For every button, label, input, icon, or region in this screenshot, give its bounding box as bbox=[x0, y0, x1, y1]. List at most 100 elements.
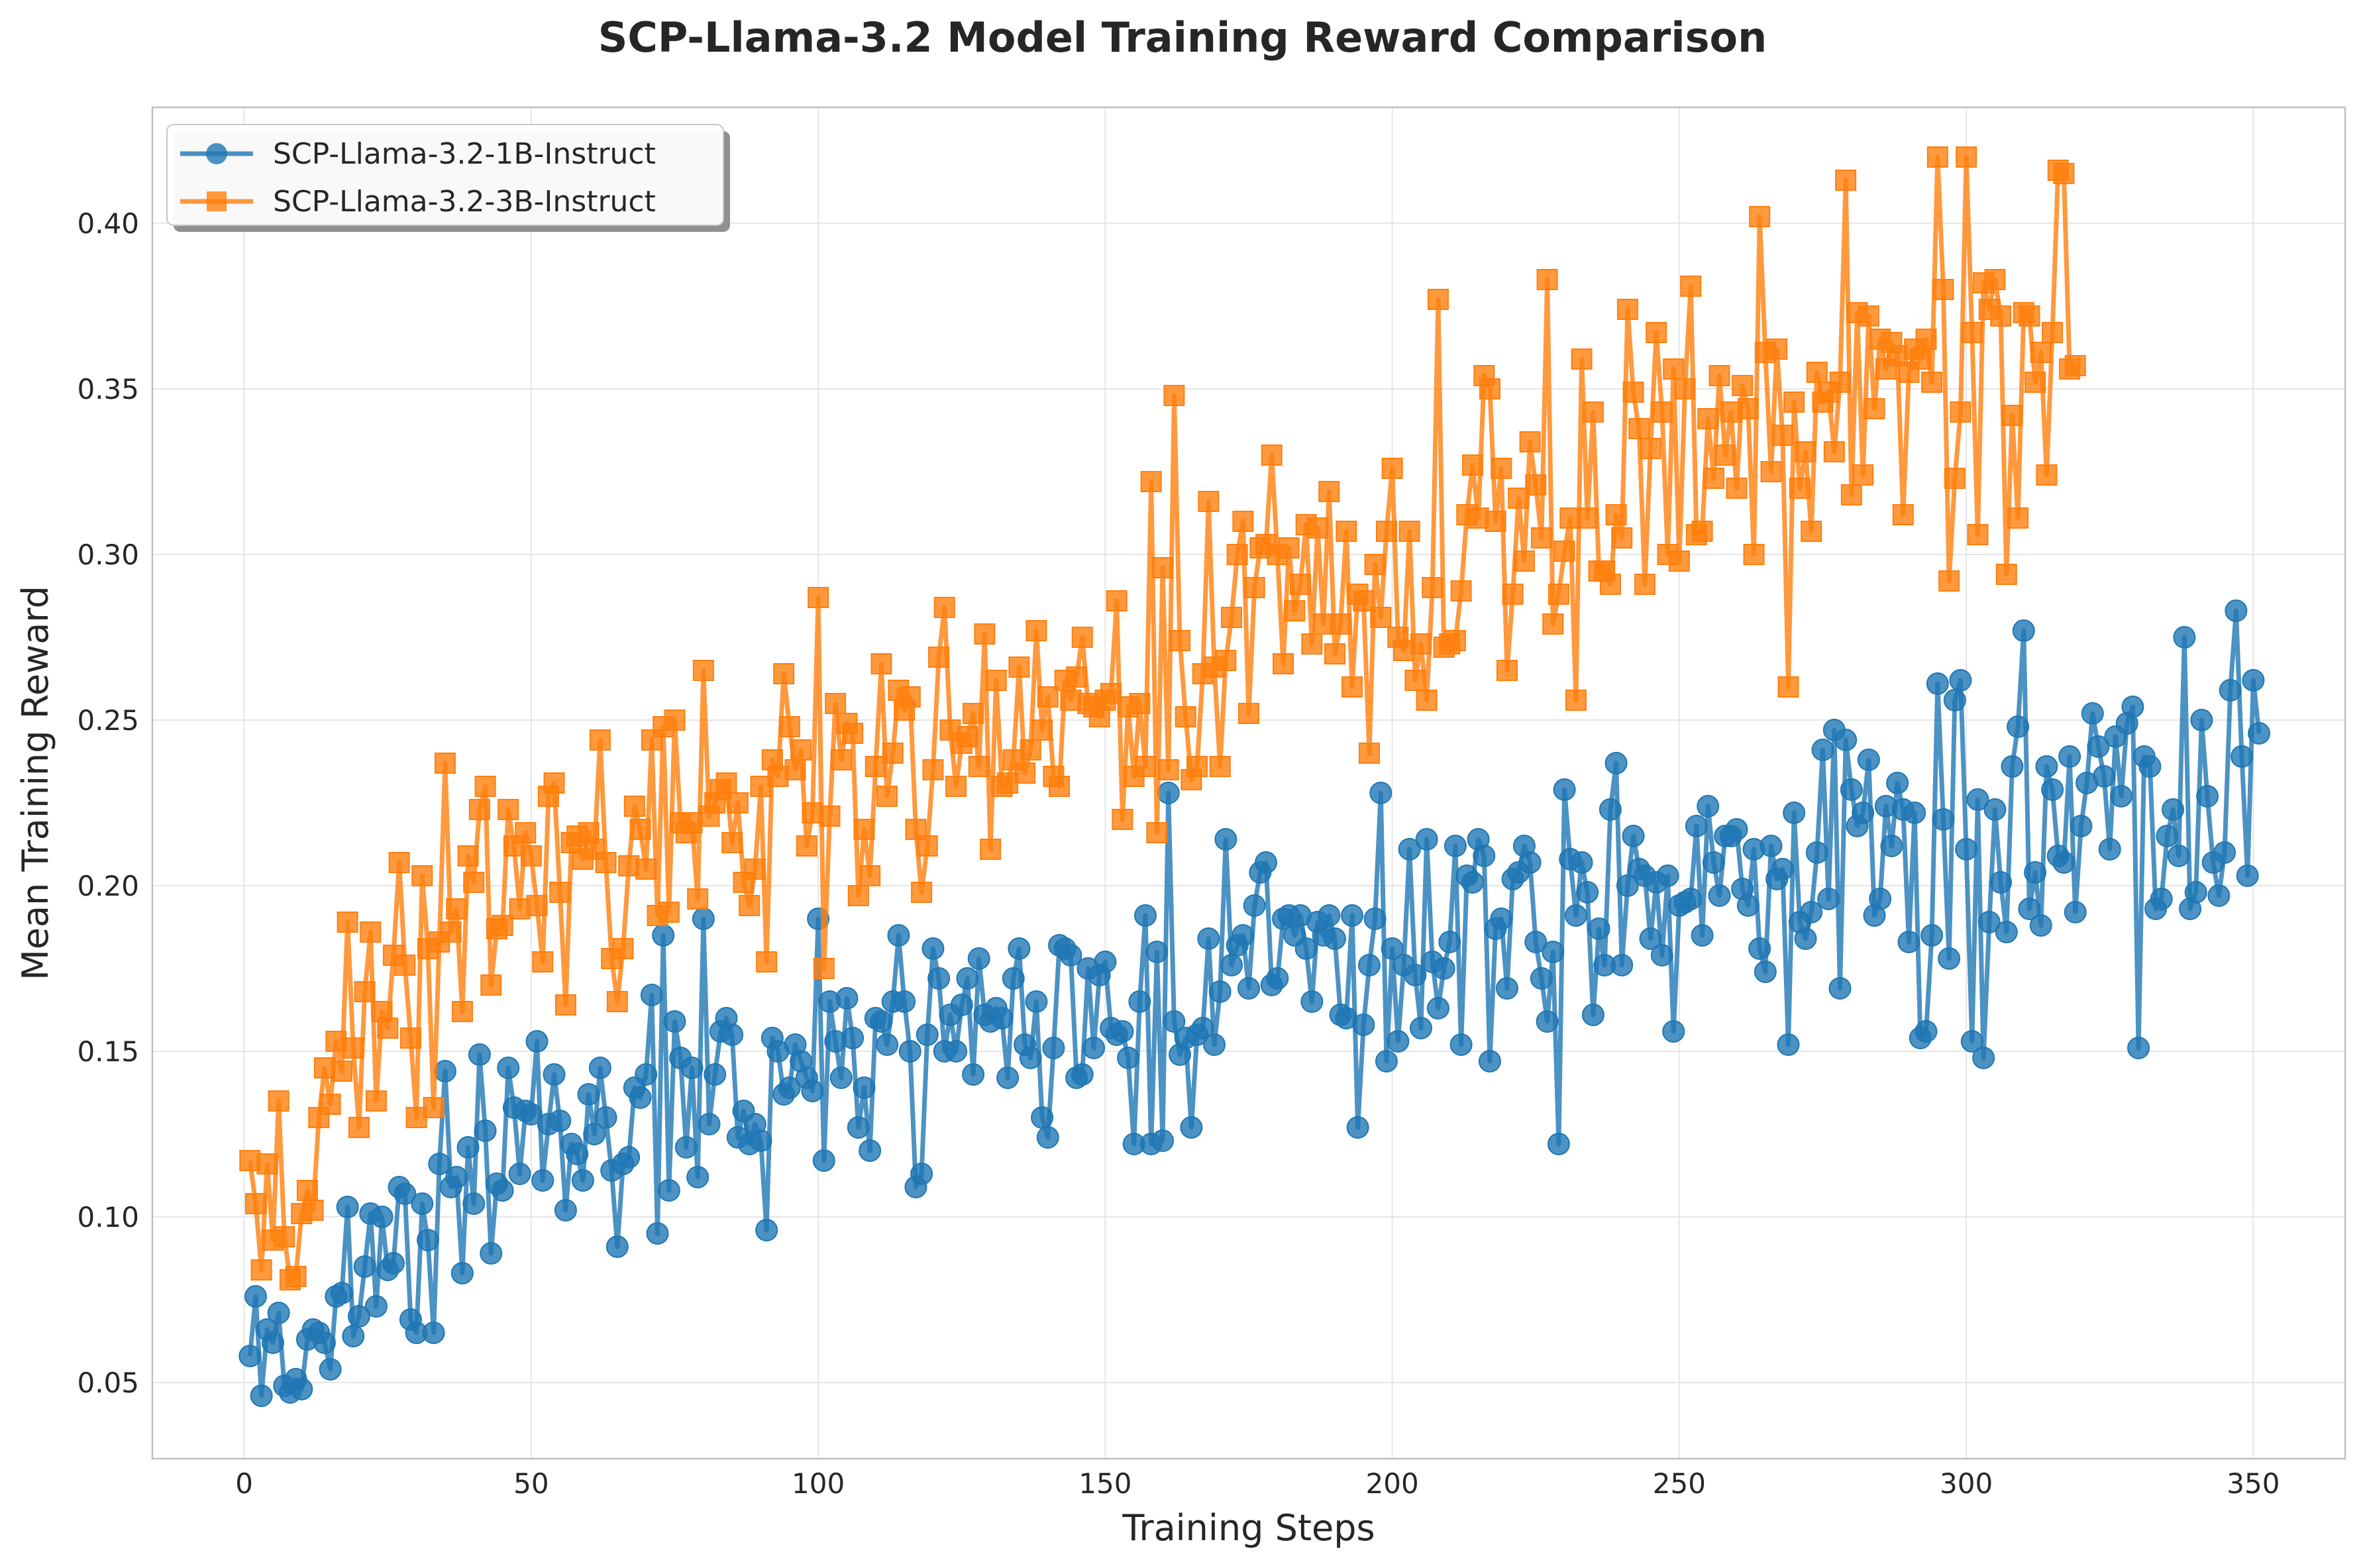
data-point bbox=[1926, 672, 1949, 695]
data-point bbox=[1071, 627, 1093, 648]
data-point bbox=[1485, 511, 1506, 532]
data-point bbox=[2093, 765, 2116, 788]
data-point bbox=[1674, 378, 1696, 399]
data-point bbox=[1570, 851, 1593, 874]
data-point bbox=[1208, 980, 1232, 1003]
data-point bbox=[1542, 613, 1564, 635]
data-point bbox=[2024, 861, 2047, 884]
data-point bbox=[1984, 269, 2006, 290]
data-point bbox=[1232, 924, 1255, 947]
data-point bbox=[1972, 1047, 1995, 1069]
data-point bbox=[244, 1285, 267, 1308]
data-point bbox=[1703, 468, 1724, 489]
data-point bbox=[859, 865, 881, 886]
data-point bbox=[1152, 557, 1174, 578]
data-point bbox=[543, 1063, 566, 1086]
data-point bbox=[1289, 574, 1311, 595]
data-point bbox=[1490, 908, 1513, 930]
data-point bbox=[1771, 858, 1794, 880]
data-point bbox=[1697, 795, 1720, 817]
legend: SCP-Llama-3.2-1B-Instruct SCP-Llama-3.2-3… bbox=[166, 124, 730, 232]
legend-marker bbox=[206, 143, 227, 164]
data-point bbox=[508, 1163, 531, 1185]
data-point bbox=[1180, 1116, 1203, 1139]
data-point bbox=[1587, 917, 1610, 940]
data-point bbox=[2231, 745, 2254, 768]
data-point bbox=[2167, 845, 2190, 867]
data-point bbox=[1318, 481, 1340, 502]
data-point bbox=[1869, 888, 1892, 910]
data-point bbox=[899, 686, 921, 707]
data-point bbox=[1960, 1030, 1983, 1053]
data-point bbox=[1932, 279, 1954, 300]
data-point bbox=[382, 1252, 405, 1275]
data-point bbox=[2001, 405, 2023, 426]
data-point bbox=[1404, 964, 1427, 986]
data-point bbox=[1915, 1020, 1938, 1043]
data-point bbox=[296, 1180, 318, 1201]
data-point bbox=[1398, 838, 1421, 861]
data-point bbox=[1146, 822, 1168, 843]
data-point bbox=[1495, 977, 1518, 1000]
data-point bbox=[674, 1136, 698, 1159]
data-point bbox=[974, 623, 996, 645]
data-point bbox=[1449, 1033, 1473, 1056]
data-point bbox=[1829, 372, 1851, 393]
data-point bbox=[692, 660, 714, 681]
data-point bbox=[755, 1219, 778, 1241]
data-point bbox=[1892, 504, 1914, 525]
data-point bbox=[1553, 778, 1576, 801]
data-point bbox=[261, 1332, 284, 1354]
data-point bbox=[1542, 941, 1565, 963]
data-point bbox=[451, 1001, 473, 1022]
data-point bbox=[1409, 1017, 1432, 1039]
data-point bbox=[990, 1007, 1014, 1029]
data-point bbox=[1622, 382, 1644, 403]
data-point bbox=[337, 912, 358, 933]
data-point bbox=[813, 958, 835, 979]
data-point bbox=[721, 832, 743, 853]
data-point bbox=[1547, 1133, 1570, 1155]
data-point bbox=[1852, 802, 1875, 824]
data-point bbox=[2236, 864, 2259, 887]
data-point bbox=[1949, 669, 1972, 692]
data-point bbox=[2098, 838, 2121, 861]
data-point bbox=[1983, 798, 2007, 821]
data-point bbox=[1702, 851, 1725, 874]
data-point bbox=[1112, 809, 1133, 830]
data-point bbox=[1989, 871, 2013, 894]
data-point bbox=[274, 1226, 295, 1247]
x-tick-label: 350 bbox=[2227, 1467, 2280, 1500]
data-point bbox=[595, 852, 617, 873]
data-point bbox=[2110, 785, 2133, 808]
data-point bbox=[715, 772, 737, 794]
data-point bbox=[267, 1302, 290, 1324]
data-point bbox=[2225, 600, 2248, 622]
data-point bbox=[985, 670, 1007, 691]
data-point bbox=[652, 924, 675, 947]
data-point bbox=[1221, 607, 1243, 628]
data-point bbox=[2087, 735, 2110, 758]
data-point bbox=[519, 1103, 543, 1125]
data-point bbox=[1651, 401, 1673, 423]
data-point bbox=[468, 799, 490, 820]
data-point bbox=[1157, 782, 1180, 804]
data-point bbox=[1031, 1106, 1054, 1129]
data-point bbox=[847, 1116, 870, 1139]
data-point bbox=[250, 1385, 273, 1407]
data-point bbox=[1324, 643, 1345, 664]
data-point bbox=[445, 1166, 468, 1188]
data-point bbox=[1599, 798, 1622, 821]
data-point bbox=[1134, 904, 1157, 927]
data-point bbox=[1639, 927, 1662, 950]
data-point bbox=[1404, 670, 1426, 691]
data-point bbox=[778, 1076, 801, 1099]
data-point bbox=[1852, 464, 1874, 486]
data-point bbox=[1610, 954, 1634, 976]
data-point bbox=[1106, 590, 1128, 611]
x-tick-label: 50 bbox=[513, 1467, 549, 1500]
data-point bbox=[605, 1235, 629, 1258]
data-point bbox=[313, 1332, 336, 1354]
data-point bbox=[922, 759, 944, 780]
data-point bbox=[480, 1242, 503, 1265]
